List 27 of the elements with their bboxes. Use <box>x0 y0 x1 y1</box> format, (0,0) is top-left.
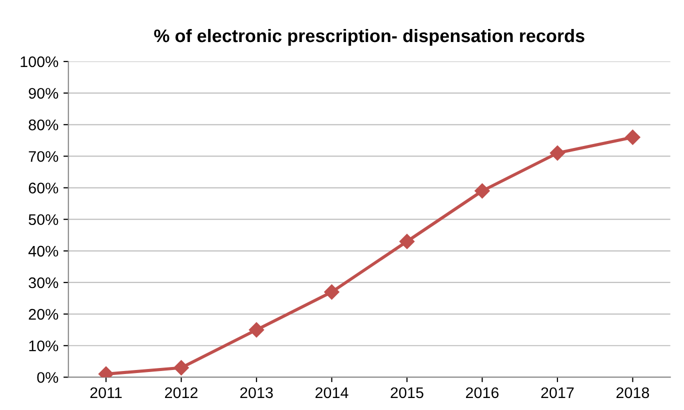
y-tick-label: 10% <box>29 340 58 352</box>
x-tick-label: 2018 <box>616 387 650 398</box>
chart-title: % of electronic prescription- dispensation records <box>154 28 584 46</box>
point <box>174 360 189 376</box>
x-tick-label: 2011 <box>90 387 122 398</box>
y-tick-label: 80% <box>28 120 58 130</box>
y-tick-label: 90% <box>28 88 58 99</box>
y-tick-label: 100% <box>20 56 58 68</box>
x-tick-label: 2015 <box>390 387 424 398</box>
y-tick-label: 30% <box>28 277 58 288</box>
y-tick-label: 70% <box>28 151 58 162</box>
y-tick-label: 20% <box>28 308 58 320</box>
y-tick-label: 50% <box>28 214 58 226</box>
x-tick-label: 2014 <box>316 387 348 398</box>
point <box>625 130 640 145</box>
x-tick-label: 2016 <box>466 387 499 398</box>
x-tick-label: 2013 <box>240 387 273 398</box>
x-tick-label: 2012 <box>165 387 198 398</box>
y-tick-label: 60% <box>28 182 58 194</box>
point <box>474 183 490 199</box>
x-tick-label: 2017 <box>541 387 574 398</box>
y-tick-label: 0% <box>37 372 58 383</box>
point <box>399 234 415 250</box>
point <box>324 284 340 300</box>
point <box>550 145 566 161</box>
point <box>248 322 264 338</box>
y-tick-label: 40% <box>28 246 58 257</box>
